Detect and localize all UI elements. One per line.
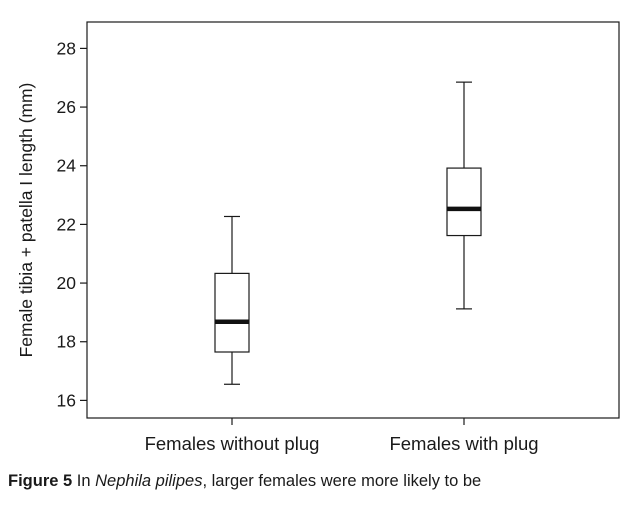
plot-frame [86,21,620,419]
y-axis-label: Female tibia + patella I length (mm) [16,83,36,358]
x-tick-label: Females with plug [389,433,538,454]
iqr-box [446,167,482,237]
y-tick-label: 16 [57,390,76,410]
figure-label: Figure 5 [8,472,73,490]
x-tick-label: Females without plug [145,433,320,454]
x-axis-ticks: Females without plug Females with plug [145,418,539,454]
y-tick-label: 24 [57,156,77,176]
caption-species: Nephila pilipes [95,472,203,490]
caption-text-after: , larger females were more likely to be [202,472,482,490]
box-series [214,81,482,385]
y-tick-label: 22 [57,214,76,234]
y-tick-label: 26 [57,97,76,117]
y-axis-ticks: 16 18 20 22 24 26 28 [57,38,87,410]
y-tick-label: 28 [57,38,76,58]
y-tick-label: 20 [57,273,77,293]
box-1 [214,215,250,385]
y-tick-label: 18 [57,332,76,352]
box-2 [446,81,482,310]
iqr-box [214,272,250,353]
figure-caption: Figure 5 In Nephila pilipes, larger fema… [8,471,632,491]
caption-text-before: In [72,472,96,490]
